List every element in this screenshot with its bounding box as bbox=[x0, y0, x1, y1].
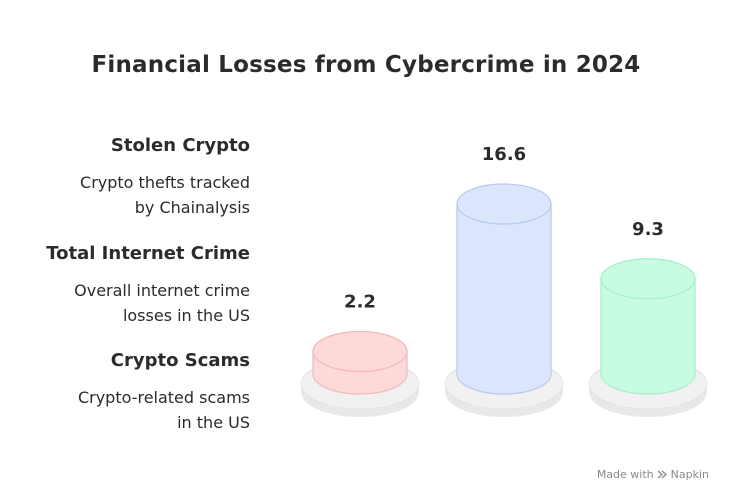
legend-total-internet-crime: Total Internet Crime Overall internet cr… bbox=[20, 243, 250, 328]
legend-description-line: losses in the US bbox=[122, 306, 250, 325]
legend-description-line: Overall internet crime bbox=[74, 281, 250, 300]
data-label-stolen-crypto: 9.3 bbox=[632, 219, 664, 240]
bar-top-stolen-crypto bbox=[600, 258, 696, 300]
legend-description-line: by Chainalysis bbox=[134, 198, 250, 217]
data-label-total-internet-crime: 16.6 bbox=[482, 144, 526, 165]
legend-description: Crypto thefts tracked by Chainalysis bbox=[20, 170, 250, 220]
legend-description-line: Crypto-related scams bbox=[77, 388, 250, 407]
chart-title: Financial Losses from Cybercrime in 2024 bbox=[91, 52, 641, 78]
made-with-text: Made with bbox=[596, 468, 654, 481]
bar-top-total-internet-crime bbox=[456, 183, 552, 225]
legend-description-line: in the US bbox=[177, 413, 250, 432]
legend-label: Crypto Scams bbox=[110, 350, 250, 371]
brand-name: Napkin bbox=[670, 468, 709, 481]
legend-label: Total Internet Crime bbox=[46, 243, 250, 264]
bar-stolen-crypto bbox=[600, 278, 696, 395]
legend-description-line: Crypto thefts tracked bbox=[80, 173, 250, 192]
bar-top-crypto-scams bbox=[312, 330, 408, 373]
footer-attribution: Made with Napkin bbox=[597, 468, 709, 481]
napkin-logo-icon bbox=[657, 470, 667, 479]
legend-description: Overall internet crime losses in the US bbox=[20, 278, 250, 328]
legend-crypto-scams: Crypto Scams Crypto-related scams in the… bbox=[20, 350, 250, 435]
bar-total-internet-crime bbox=[456, 203, 552, 395]
legend-stolen-crypto: Stolen Crypto Crypto thefts tracked by C… bbox=[20, 135, 250, 220]
legend-description: Crypto-related scams in the US bbox=[20, 385, 250, 435]
data-label-crypto-scams: 2.2 bbox=[344, 291, 376, 312]
legend-label: Stolen Crypto bbox=[110, 135, 250, 156]
